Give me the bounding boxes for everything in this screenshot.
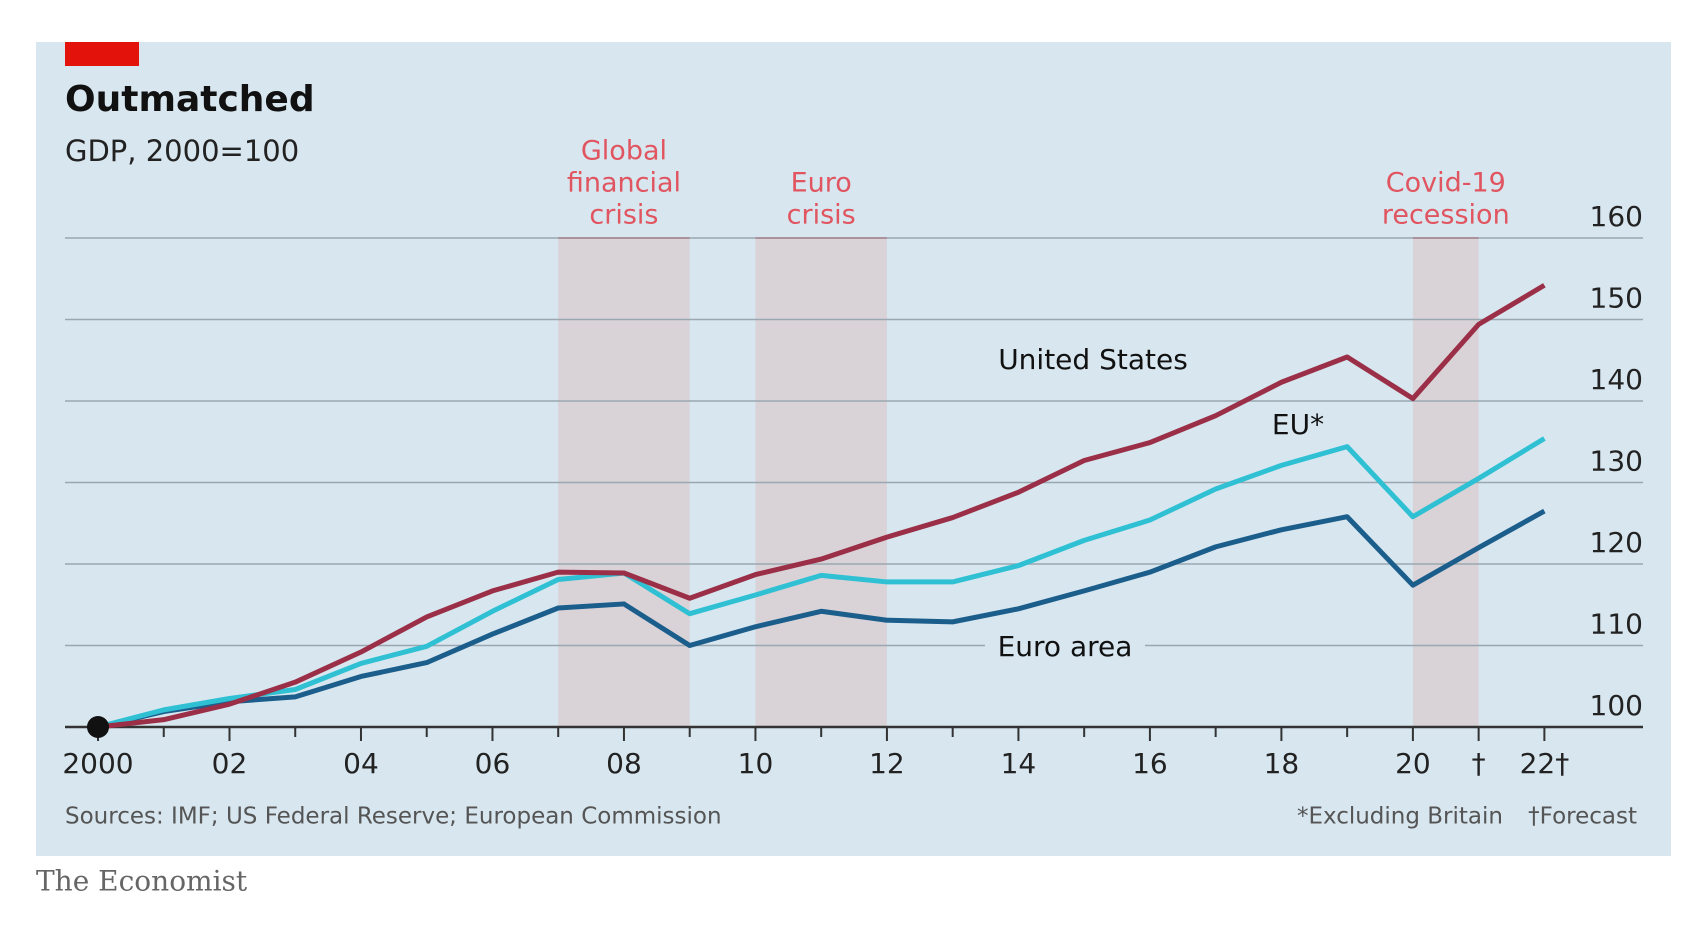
region-label: Covid-19: [1386, 168, 1506, 199]
region-label: financial: [567, 168, 681, 199]
series-line: [97, 283, 1546, 730]
label-background: [985, 630, 1145, 666]
chart-subtitle: GDP, 2000=100: [65, 134, 299, 168]
x-tick-label: 2000: [62, 747, 133, 780]
y-tick-label: 160: [1590, 200, 1643, 233]
plot: GlobalfinancialcrisisEurocrisisCovid-19r…: [62, 136, 1643, 780]
x-tick-label: 10: [738, 747, 774, 780]
y-tick-label: 150: [1590, 282, 1643, 315]
region-label: crisis: [589, 200, 658, 231]
x-tick-label: 02: [212, 747, 248, 780]
x-tick-label: 20: [1395, 747, 1431, 780]
region-label: Euro: [791, 168, 852, 199]
series-line: [97, 436, 1546, 730]
x-tick-label: 06: [475, 747, 511, 780]
red-tag: [65, 42, 139, 66]
region-label: recession: [1382, 200, 1510, 231]
chart-title: Outmatched: [65, 79, 315, 120]
series-label: United States: [998, 343, 1188, 376]
y-tick-label: 120: [1590, 526, 1643, 559]
x-tick-label: 22†: [1520, 747, 1570, 780]
footnote: †Forecast: [1528, 804, 1637, 830]
x-tick-label: 16: [1132, 747, 1168, 780]
series-label: EU*: [1272, 408, 1324, 441]
footnote: *Excluding Britain: [1297, 804, 1503, 830]
x-tick-label: 18: [1264, 747, 1300, 780]
x-tick-label: 12: [869, 747, 905, 780]
x-tick-label: 04: [343, 747, 379, 780]
y-tick-label: 130: [1590, 445, 1643, 478]
y-tick-label: 110: [1590, 608, 1643, 641]
x-tick-label: 08: [606, 747, 642, 780]
series-line: [97, 508, 1546, 730]
x-tick-label: †: [1472, 747, 1486, 780]
y-tick-label: 140: [1590, 363, 1643, 396]
y-tick-label: 100: [1590, 689, 1643, 722]
region-label: Global: [581, 136, 667, 167]
region-label: crisis: [787, 200, 856, 231]
series-label: Euro area: [998, 630, 1133, 663]
source: Sources: IMF; US Federal Reserve; Europe…: [65, 804, 722, 830]
base-point: [87, 716, 109, 738]
x-tick-label: 14: [1001, 747, 1037, 780]
publisher: The Economist: [36, 865, 248, 898]
